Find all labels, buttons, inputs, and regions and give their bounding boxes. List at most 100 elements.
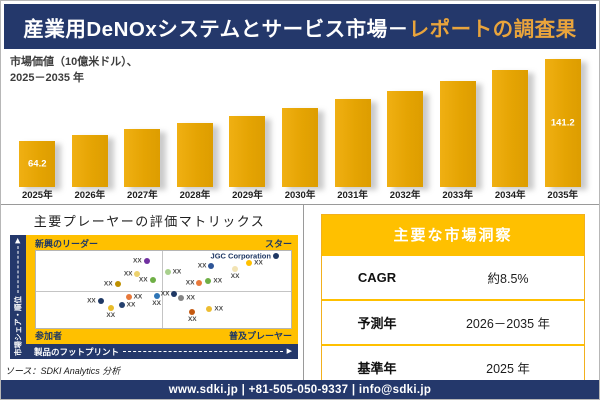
matrix-gold-area: 新興のリーダー スター XX XX XX XX XX XX XX XX XX JGC Corpor… <box>26 235 298 344</box>
player-matrix-panel: 主要プレーヤーの評価マトリックス 市場シェア・順位 ▶ 新興のリーダー スター <box>1 205 304 380</box>
x-axis-tick: 2033年 <box>442 190 473 201</box>
quadrant-label-top-right: スター <box>264 239 292 249</box>
x-axis-tick: 2034年 <box>494 190 526 201</box>
matrix-main: 新興のリーダー スター XX XX XX XX XX XX XX XX XX JGC Corpor… <box>26 235 298 359</box>
masked-company-label: XX <box>187 315 197 323</box>
bar-slot <box>484 70 537 187</box>
x-axis-label: 製品のフットプリント <box>34 346 120 357</box>
quadrant-labels-top: 新興のリーダー スター <box>35 237 292 250</box>
evaluation-matrix: 市場シェア・順位 ▶ 新興のリーダー スター XX X <box>10 235 298 359</box>
scatter-dot <box>134 270 141 277</box>
x-axis-tick: 2027年 <box>127 190 158 201</box>
market-insights-panel: 主要な市場洞察 CAGR 約8.5% 予測年 2026－2035 年 基準年 2… <box>304 205 599 390</box>
x-axis-tick: 2028年 <box>179 190 211 201</box>
page-title-main: 産業用DeNOxシステムとサービス市場－ <box>23 17 409 41</box>
masked-company-label: XX <box>214 305 224 313</box>
bar-2035年: 141.2 <box>544 59 581 187</box>
masked-company-label: XX <box>106 312 116 320</box>
masked-company-label: XX <box>213 277 223 285</box>
row-label-forecast-years: 予測年 <box>357 316 397 331</box>
masked-company-label: XX <box>197 262 207 270</box>
masked-company-label: XX <box>152 299 161 307</box>
bar-2029年 <box>229 116 266 187</box>
bar-2025年: 64.2 <box>19 141 56 187</box>
bar-slot <box>116 129 169 187</box>
scatter-dot <box>97 298 104 305</box>
bar-2030年 <box>282 108 318 187</box>
masked-company-label: XX <box>254 259 263 267</box>
source-note: ソース：SDKI Analytics 分析 <box>5 366 121 376</box>
scatter-dot <box>178 294 185 301</box>
bar-chart-x-axis: 2025年 2026年 2027年 2028年 2029年 2030年 2031年 2032年… <box>1 187 599 204</box>
y-axis-arrowhead-icon: ▶ <box>14 238 22 244</box>
masked-company-label: XX <box>138 276 148 284</box>
x-axis-tick: 2030年 <box>284 190 316 201</box>
bar-2031年 <box>334 99 371 187</box>
x-axis-tick: 2031年 <box>337 190 368 201</box>
matrix-title: 主要プレーヤーの評価マトリックス <box>33 214 266 229</box>
scatter-dot <box>114 281 121 288</box>
quadrant-label-bottom-left: 参加者 <box>35 331 63 341</box>
x-axis-dashed-line <box>123 351 283 352</box>
quadrant-divider-vertical <box>162 251 164 328</box>
bar-value-label: 141.2 <box>550 117 575 129</box>
page-title-accent: レポートの調査果 <box>408 17 577 41</box>
row-label-base-year: 基準年 <box>357 361 397 376</box>
y-axis-dashed-line <box>17 246 19 293</box>
masked-company-label: XX <box>185 279 195 287</box>
bar-slot <box>221 116 274 187</box>
scatter-dot <box>246 260 253 267</box>
bar-slot <box>431 81 484 187</box>
scatter-dot <box>205 278 212 285</box>
quadrant-label-top-left: 新興のリーダー <box>35 239 99 249</box>
chart-caption: 市場価値（10億米ドル）、 2025－2035 年 <box>10 55 138 87</box>
x-axis-tick: 2029年 <box>232 190 263 201</box>
chart-caption-line2: 2025－2035 年 <box>10 71 84 84</box>
bar-slot <box>64 135 117 187</box>
bar-2027年 <box>124 129 161 187</box>
bottom-section: 主要プレーヤーの評価マトリックス 市場シェア・順位 ▶ 新興のリーダー スター <box>1 205 599 390</box>
bar-slot: 141.2 <box>536 59 589 187</box>
footer-contact-text: www.sdki.jp | +81-505-050-9337 | info@sd… <box>168 383 432 396</box>
masked-company-label: XX <box>126 301 136 309</box>
insights-table: 主要な市場洞察 CAGR 約8.5% 予測年 2026－2035 年 基準年 2… <box>321 214 585 390</box>
row-label-cagr: CAGR <box>357 270 397 285</box>
scatter-dot <box>153 292 160 299</box>
scatter-dot <box>149 277 156 284</box>
masked-company-label: XX <box>172 268 182 276</box>
scatter-dot <box>189 308 196 315</box>
masked-company-label: XX <box>132 257 142 265</box>
scatter-dot <box>206 305 213 312</box>
quadrant-divider-horizontal <box>36 291 291 293</box>
scatter-dot <box>143 258 150 265</box>
bar-value-label: 64.2 <box>28 158 47 170</box>
y-axis-label: 市場シェア・順位 <box>13 296 23 356</box>
scatter-dot <box>171 290 178 297</box>
bar-2026年 <box>71 135 108 187</box>
masked-company-label: XX <box>123 270 133 278</box>
table-row: 予測年 2026－2035 年 <box>322 299 584 344</box>
bar-slot <box>169 123 222 187</box>
x-axis-tick: 2025年 <box>21 190 53 201</box>
y-axis-arrow: 市場シェア・順位 ▶ <box>13 238 24 356</box>
bar-slot <box>274 108 327 187</box>
masked-company-label: XX <box>87 297 96 305</box>
row-value-cagr: 約8.5% <box>487 272 529 286</box>
scatter-plot-area: XX XX XX XX XX XX XX XX XX JGC Corporation XX XX XX X… <box>35 250 292 329</box>
bar-chart-plot-area: 64.2 141.2 <box>1 51 599 187</box>
x-axis-arrowhead-icon: ▶ <box>286 348 292 355</box>
row-value-forecast-years: 2026－2035 年 <box>465 317 551 331</box>
scatter-dot <box>232 266 239 273</box>
bar-slot: 64.2 <box>11 141 64 187</box>
matrix-y-axis-band: 市場シェア・順位 ▶ <box>10 235 26 359</box>
masked-company-label: XX <box>186 294 196 302</box>
scatter-dot <box>208 263 215 270</box>
scatter-dot <box>118 302 125 309</box>
footer-contact-bar: www.sdki.jp | +81-505-050-9337 | info@sd… <box>1 380 599 399</box>
bar-2028年 <box>176 123 213 187</box>
bar-2033年 <box>439 81 476 187</box>
scatter-dot <box>164 268 171 275</box>
x-axis-tick: 2032年 <box>389 190 421 201</box>
bar-2034年 <box>492 70 529 187</box>
